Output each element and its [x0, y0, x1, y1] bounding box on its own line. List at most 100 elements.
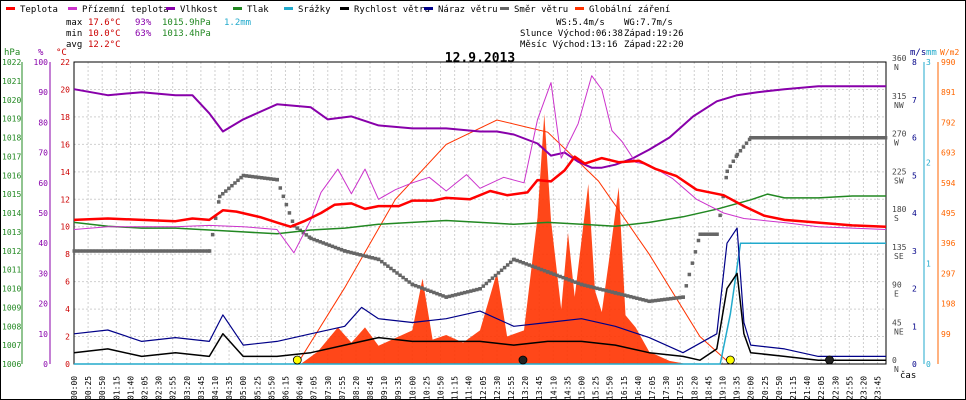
x-tick-label: 09:35 [394, 376, 403, 400]
series-point-wind-direction [87, 249, 92, 253]
x-tick-label: 17:55 [676, 376, 685, 400]
series-point-wind-direction [601, 288, 605, 292]
series-point-wind-direction [244, 174, 249, 178]
series-point-wind-direction [853, 136, 857, 140]
series-point-wind-direction [416, 285, 421, 289]
x-tick-group: 00:50 [98, 376, 107, 400]
series-point-wind-direction [629, 294, 633, 299]
series-point-wind-direction [78, 249, 83, 253]
series-point-wind-direction [90, 249, 95, 253]
celsius-tick-label: 4 [65, 305, 70, 314]
series-point-wind-direction [718, 213, 722, 218]
legend-entry: Srážky [298, 5, 331, 15]
series-point-wind-direction [662, 297, 667, 302]
series-point-wind-direction [349, 250, 353, 255]
x-tick-group: 12:05 [479, 376, 488, 400]
series-point-wind-direction [804, 136, 808, 140]
series-point-wind-direction [346, 250, 350, 254]
ms-tick-label: 7 [912, 96, 917, 105]
ms-tick-label: 3 [912, 247, 917, 256]
x-axis: 00:00 00:25 00:50 01:15 01:40 02:05 02:30 02:55… [70, 370, 916, 400]
celsius-tick-label: 14 [60, 168, 70, 177]
stats-pressure: 1013.4hPa [162, 29, 211, 39]
series-point-wind-direction [684, 284, 689, 288]
series-point-wind-direction [253, 175, 258, 179]
series-point-wind-direction [580, 282, 584, 287]
x-tick-group: 13:45 [535, 376, 544, 400]
percent-tick-label: 90 [38, 88, 48, 97]
series-point-wind-direction [564, 277, 568, 281]
percent-tick-label: 80 [38, 118, 48, 127]
series-point-wind-direction [343, 249, 347, 253]
legend-entry: Tlak [247, 5, 269, 15]
series-point-wind-direction [339, 247, 344, 252]
legend-swatch [68, 7, 77, 10]
series-point-wind-direction [738, 149, 743, 153]
series-point-wind-direction [224, 189, 228, 193]
series-point-wind-direction [456, 292, 461, 296]
direction-tick-cardinal: SW [894, 176, 904, 185]
series-point-wind-direction [370, 256, 375, 260]
series-point-wind-direction [160, 249, 165, 253]
x-tick-group: 15:50 [606, 376, 615, 400]
stats-humidity: 63% [135, 29, 152, 39]
x-tick-group: 21:15 [789, 376, 798, 400]
mm-axis-label: mm [926, 48, 937, 58]
wm2-tick-label: 198 [941, 300, 956, 309]
percent-tick-label: 10 [38, 330, 48, 339]
series-point-wind-direction [715, 232, 719, 236]
x-tick-label: 00:25 [84, 376, 93, 400]
x-tick-group: 15:00 [578, 376, 587, 400]
series-point-wind-direction [453, 293, 458, 297]
x-tick-label: 22:30 [831, 376, 840, 400]
hpa-tick-label: 1012 [2, 247, 21, 256]
ms-tick-label: 8 [912, 58, 917, 67]
series-line-theoretical-radiation [296, 119, 731, 365]
series-point-wind-direction [835, 136, 839, 140]
direction-tick-cardinal: NW [894, 101, 904, 110]
series-point-wind-direction [404, 278, 408, 282]
series-point-wind-direction [539, 267, 544, 272]
series-point-wind-direction [278, 186, 283, 190]
x-tick-label: 20:50 [775, 376, 784, 400]
series-point-wind-direction [309, 236, 313, 241]
series-point-wind-direction [515, 258, 519, 263]
series-point-wind-direction [355, 252, 359, 256]
series-point-wind-direction [361, 253, 365, 258]
series-point-wind-direction [364, 254, 368, 259]
info-wind-speed: WS:5.4m/s [556, 18, 605, 28]
direction-tick-cardinal: S [894, 214, 899, 223]
x-tick-group: 06:15 [281, 376, 290, 400]
series-point-wind-direction [145, 249, 150, 253]
series-line-pressure [73, 193, 886, 235]
series-point-wind-direction [413, 283, 418, 288]
right-axes: 0N45NE90E135SE180S225SW270W315NW360Nm/s0… [892, 48, 959, 374]
series-point-wind-direction [321, 241, 326, 245]
series-point-wind-direction [546, 270, 550, 274]
series-point-wind-direction [583, 283, 587, 288]
x-tick-label: 12:55 [507, 376, 516, 400]
series-point-wind-direction [856, 136, 860, 140]
series-point-wind-direction [426, 288, 430, 292]
x-tick-group: 18:45 [704, 376, 713, 400]
series-point-wind-direction [301, 230, 306, 235]
series-point-wind-direction [481, 284, 486, 288]
x-tick-group: 05:50 [267, 376, 276, 400]
x-tick-group: 07:30 [324, 376, 333, 400]
x-tick-group: 03:45 [197, 376, 206, 400]
series-point-wind-direction [207, 249, 212, 253]
series-point-wind-direction [75, 249, 80, 253]
x-tick-group: 01:40 [126, 376, 135, 400]
legend-entry: Směr větru [514, 5, 568, 15]
hpa-tick-label: 1008 [2, 322, 21, 331]
hpa-tick-label: 1018 [2, 134, 21, 143]
stats-block: max 17.6°C 93% 1015.9hPa 1.2mm min 10.0°C 63% 10… [66, 18, 251, 50]
percent-tick-label: 50 [38, 209, 48, 218]
series-point-wind-direction [696, 238, 701, 243]
hpa-tick-label: 1011 [2, 266, 21, 275]
x-tick-label: 11:15 [451, 376, 460, 400]
celsius-tick-label: 22 [60, 58, 70, 67]
hpa-tick-label: 1009 [2, 303, 21, 312]
